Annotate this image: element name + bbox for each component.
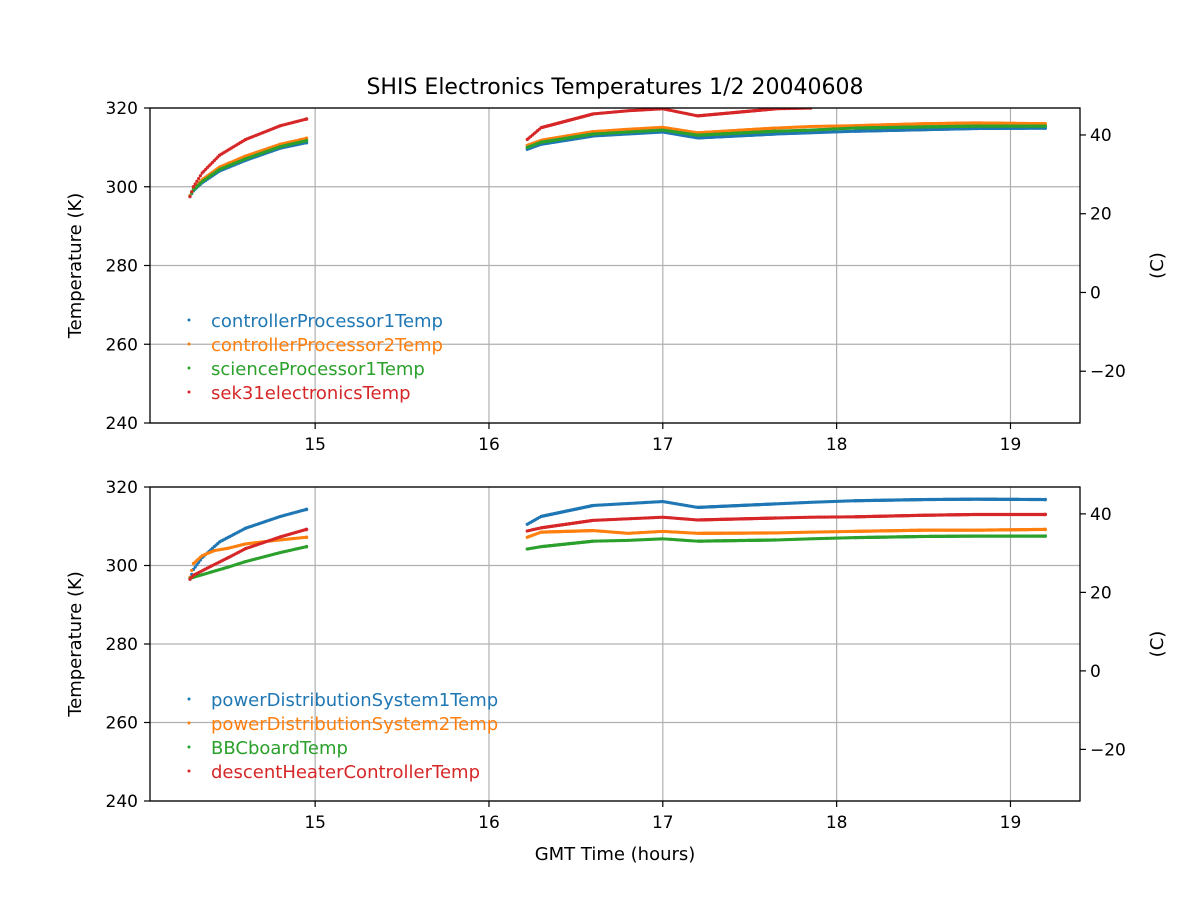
series-sek31electronicsTemp [188, 108, 813, 199]
legend-label: controllerProcessor2Temp [211, 335, 443, 356]
data-point [1043, 124, 1048, 128]
legend-label: controllerProcessor1Temp [211, 311, 443, 332]
x-tick-label: 17 [652, 435, 674, 455]
x-tick-label: 18 [826, 813, 848, 833]
series-scienceProcessor1Temp [188, 124, 1048, 198]
data-point [304, 138, 309, 143]
series-powerDistributionSystem1Temp [188, 497, 1048, 581]
top-panel: 15 16 17 18 19 240 260 280 300 320 −20 0 20 40 Tempera… [65, 99, 1168, 455]
data-point [198, 174, 203, 178]
series-powerDistributionSystem2Temp [188, 527, 1048, 579]
series-descentHeaterControllerTemp [188, 512, 1048, 581]
data-point [188, 194, 192, 199]
legend: controllerProcessor1Temp controllerProces… [187, 311, 443, 404]
y2-tick-label: −20 [1090, 740, 1126, 760]
x-tick-label: 16 [478, 435, 500, 455]
y-tick-label: 280 [106, 635, 138, 655]
y2-axis-label: (C) [1147, 252, 1168, 279]
y-tick-label: 280 [106, 257, 138, 277]
x-tick-label: 15 [304, 813, 326, 833]
bottom-panel: 15 16 17 18 19240260280300320−2002040Tempera… [65, 478, 1168, 865]
data-point [1043, 527, 1048, 532]
data-point [193, 182, 197, 186]
data-point [190, 568, 194, 573]
data-point [191, 185, 196, 189]
data-point [197, 176, 201, 181]
legend-marker [187, 342, 191, 346]
legend-marker [187, 366, 191, 370]
x-tick-label: 15 [304, 435, 326, 455]
data-point [1043, 497, 1048, 502]
data-point [193, 565, 197, 569]
data-point [195, 563, 199, 567]
y-tick-label: 240 [106, 414, 138, 434]
x-tick-label: 17 [652, 813, 674, 833]
y-tick-label: 240 [106, 792, 138, 812]
legend-label: sek31electronicsTemp [211, 383, 411, 404]
y-tick-label: 320 [106, 478, 138, 498]
data-point [304, 527, 309, 532]
data-point [1043, 512, 1048, 517]
legend-marker [187, 318, 191, 322]
series-controllerProcessor1Temp [188, 126, 1048, 199]
data-point [304, 544, 309, 549]
y-axis-label: Temperature (K) [65, 193, 86, 340]
y2-tick-label: 0 [1090, 283, 1101, 303]
data-point [1043, 534, 1048, 538]
y-tick-label: 320 [106, 99, 138, 119]
series-BBCboardTemp [188, 534, 1048, 581]
y2-tick-label: −20 [1090, 362, 1126, 382]
y-tick-label: 300 [106, 178, 138, 198]
y-tick-label: 300 [106, 557, 138, 577]
data-point [304, 507, 309, 512]
y2-tick-label: 40 [1090, 126, 1112, 146]
x-tick-label: 19 [1000, 813, 1022, 833]
figure-title: SHIS Electronics Temperatures 1/2 200406… [366, 75, 863, 100]
x-tick-label: 18 [826, 435, 848, 455]
data-point [190, 190, 194, 194]
y-tick-label: 260 [106, 714, 138, 734]
y-tick-label: 260 [106, 335, 138, 355]
legend-marker [187, 390, 191, 394]
x-tick-label: 19 [1000, 435, 1022, 455]
y2-tick-label: 0 [1090, 662, 1101, 682]
data-point [195, 179, 199, 183]
legend-label: scienceProcessor1Temp [211, 359, 425, 380]
y2-tick-label: 20 [1090, 205, 1112, 225]
data-point [304, 117, 309, 121]
x-tick-label: 16 [478, 813, 500, 833]
data-point [304, 535, 309, 540]
